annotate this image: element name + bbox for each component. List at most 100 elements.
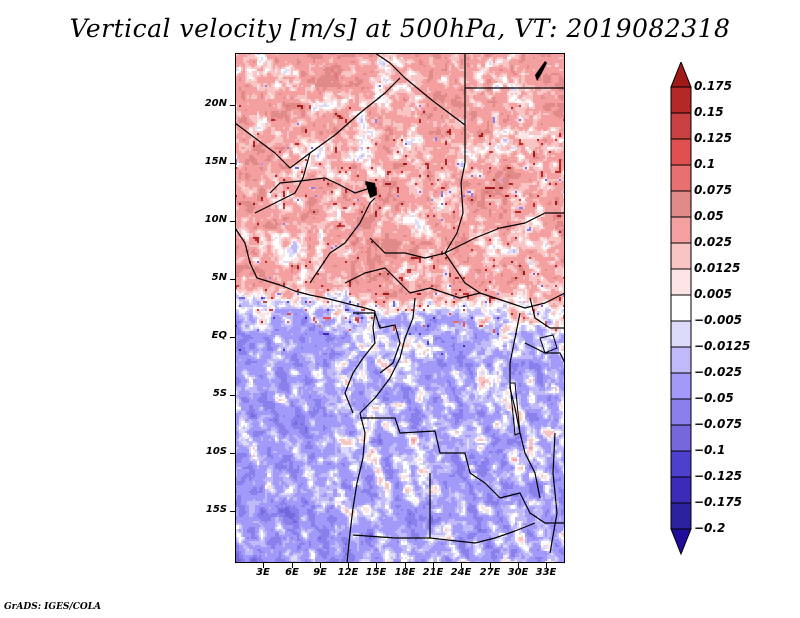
colorbar-swatch bbox=[670, 268, 692, 296]
colorbar-label: 0.1 bbox=[694, 157, 716, 171]
colorbar-label: −0.2 bbox=[694, 521, 726, 535]
colorbar-min-arrow bbox=[670, 528, 692, 556]
lon-tick-label: 18E bbox=[394, 567, 416, 578]
lon-tick-label: 12E bbox=[337, 567, 359, 578]
colorbar-label: 0.075 bbox=[694, 183, 732, 197]
lakes bbox=[365, 61, 558, 436]
colorbar-swatch bbox=[670, 294, 692, 322]
grads-credit: GrADS: IGES/COLA bbox=[4, 602, 102, 612]
border-sudan-southsudan bbox=[444, 212, 565, 254]
lat-tick-label: 10N bbox=[204, 214, 227, 225]
lon-tick bbox=[433, 563, 434, 568]
border-car-drc bbox=[344, 267, 481, 299]
border-nigeria-cameroon bbox=[309, 197, 376, 284]
lat-tick bbox=[230, 221, 235, 222]
lat-tick-label: 15S bbox=[205, 504, 227, 515]
lat-tick-label: 10S bbox=[205, 446, 227, 457]
border-zambia-east bbox=[469, 472, 565, 524]
lake-tanganyika bbox=[509, 382, 521, 436]
colorbar-swatch bbox=[670, 346, 692, 374]
lake-victoria bbox=[539, 334, 558, 354]
colorbar-label: 0.175 bbox=[694, 79, 732, 93]
lon-tick-label: 15E bbox=[365, 567, 387, 578]
lat-tick bbox=[230, 337, 235, 338]
colorbar-label: 0.025 bbox=[694, 235, 732, 249]
colorbar-swatch bbox=[670, 86, 692, 114]
nile-segment bbox=[535, 61, 547, 81]
lat-tick-label: EQ bbox=[211, 330, 227, 341]
colorbar-swatch bbox=[670, 112, 692, 140]
border-southsudan-east bbox=[494, 292, 565, 309]
coast-gulf-guinea-south bbox=[344, 310, 376, 414]
colorbar-label: −0.175 bbox=[694, 495, 743, 509]
lat-tick bbox=[230, 395, 235, 396]
lon-tick-label: 3E bbox=[256, 567, 270, 578]
colorbar-swatch bbox=[670, 398, 692, 426]
lon-tick-label: 21E bbox=[422, 567, 444, 578]
colorbar-label: 0.005 bbox=[694, 287, 732, 301]
colorbar-label: −0.005 bbox=[694, 313, 743, 327]
lon-tick bbox=[490, 563, 491, 568]
colorbar-label: −0.075 bbox=[694, 417, 743, 431]
lat-tick-label: 5N bbox=[211, 272, 227, 283]
border-chad-car bbox=[369, 237, 446, 259]
colorbar-label: −0.025 bbox=[694, 365, 743, 379]
colorbar-label: −0.0125 bbox=[694, 339, 751, 353]
border-zimbabwe bbox=[494, 522, 536, 539]
border-libya-niger bbox=[374, 53, 466, 126]
lake-chad bbox=[365, 181, 377, 198]
border-congo-drc bbox=[359, 297, 416, 414]
colorbar-swatch bbox=[670, 502, 692, 530]
colorbar-swatch bbox=[670, 190, 692, 218]
lat-tick bbox=[230, 163, 235, 164]
lon-tick bbox=[461, 563, 462, 568]
colorbar-swatch bbox=[670, 138, 692, 166]
border-algeria-niger bbox=[235, 77, 401, 169]
colorbar-swatch bbox=[670, 216, 692, 244]
coast-west-africa bbox=[235, 227, 376, 312]
colorbar-label: 0.125 bbox=[694, 131, 732, 145]
lon-tick bbox=[263, 563, 264, 568]
colorbar-label: −0.125 bbox=[694, 469, 743, 483]
border-east-lakes bbox=[509, 312, 541, 499]
colorbar-swatch bbox=[670, 320, 692, 348]
colorbar bbox=[670, 62, 692, 556]
border-libya-chad bbox=[460, 53, 466, 184]
lat-tick-label: 20N bbox=[204, 98, 227, 109]
lon-tick-label: 6E bbox=[285, 567, 299, 578]
border-congo-gabon bbox=[353, 312, 401, 374]
lat-tick bbox=[230, 105, 235, 106]
border-mozambique bbox=[549, 432, 558, 554]
colorbar-label: 0.05 bbox=[694, 209, 724, 223]
lon-tick-label: 30E bbox=[507, 567, 529, 578]
lon-tick bbox=[292, 563, 293, 568]
border-angola-namibia bbox=[352, 534, 496, 544]
colorbar-label: −0.1 bbox=[694, 443, 726, 457]
border-chad-sudan bbox=[444, 182, 496, 299]
lon-tick-label: 24E bbox=[450, 567, 472, 578]
border-drc-angola bbox=[360, 417, 471, 474]
lon-tick-label: 33E bbox=[535, 567, 557, 578]
colorbar-label: 0.15 bbox=[694, 105, 724, 119]
colorbar-swatch bbox=[670, 242, 692, 270]
colorbar-swatch bbox=[670, 372, 692, 400]
lat-tick-label: 5S bbox=[212, 388, 227, 399]
map-plot-area bbox=[235, 53, 565, 563]
colorbar-swatch bbox=[670, 450, 692, 478]
lat-tick bbox=[230, 511, 235, 512]
lon-tick bbox=[546, 563, 547, 568]
colorbar-swatch bbox=[670, 424, 692, 452]
colorbar-swatch bbox=[670, 164, 692, 192]
colorbar-label: 0.0125 bbox=[694, 261, 741, 275]
border-tanzania bbox=[524, 342, 565, 364]
border-uganda-kenya bbox=[529, 297, 565, 329]
lon-tick-label: 27E bbox=[479, 567, 501, 578]
lat-tick bbox=[230, 279, 235, 280]
map-title: Vertical velocity [m/s] at 500hPa, VT: 2… bbox=[69, 14, 731, 43]
colorbar-max-arrow bbox=[670, 62, 692, 88]
lat-tick-label: 15N bbox=[204, 156, 227, 167]
lon-tick bbox=[348, 563, 349, 568]
lon-tick bbox=[518, 563, 519, 568]
lon-tick bbox=[320, 563, 321, 568]
border-mali-niger bbox=[254, 152, 311, 214]
